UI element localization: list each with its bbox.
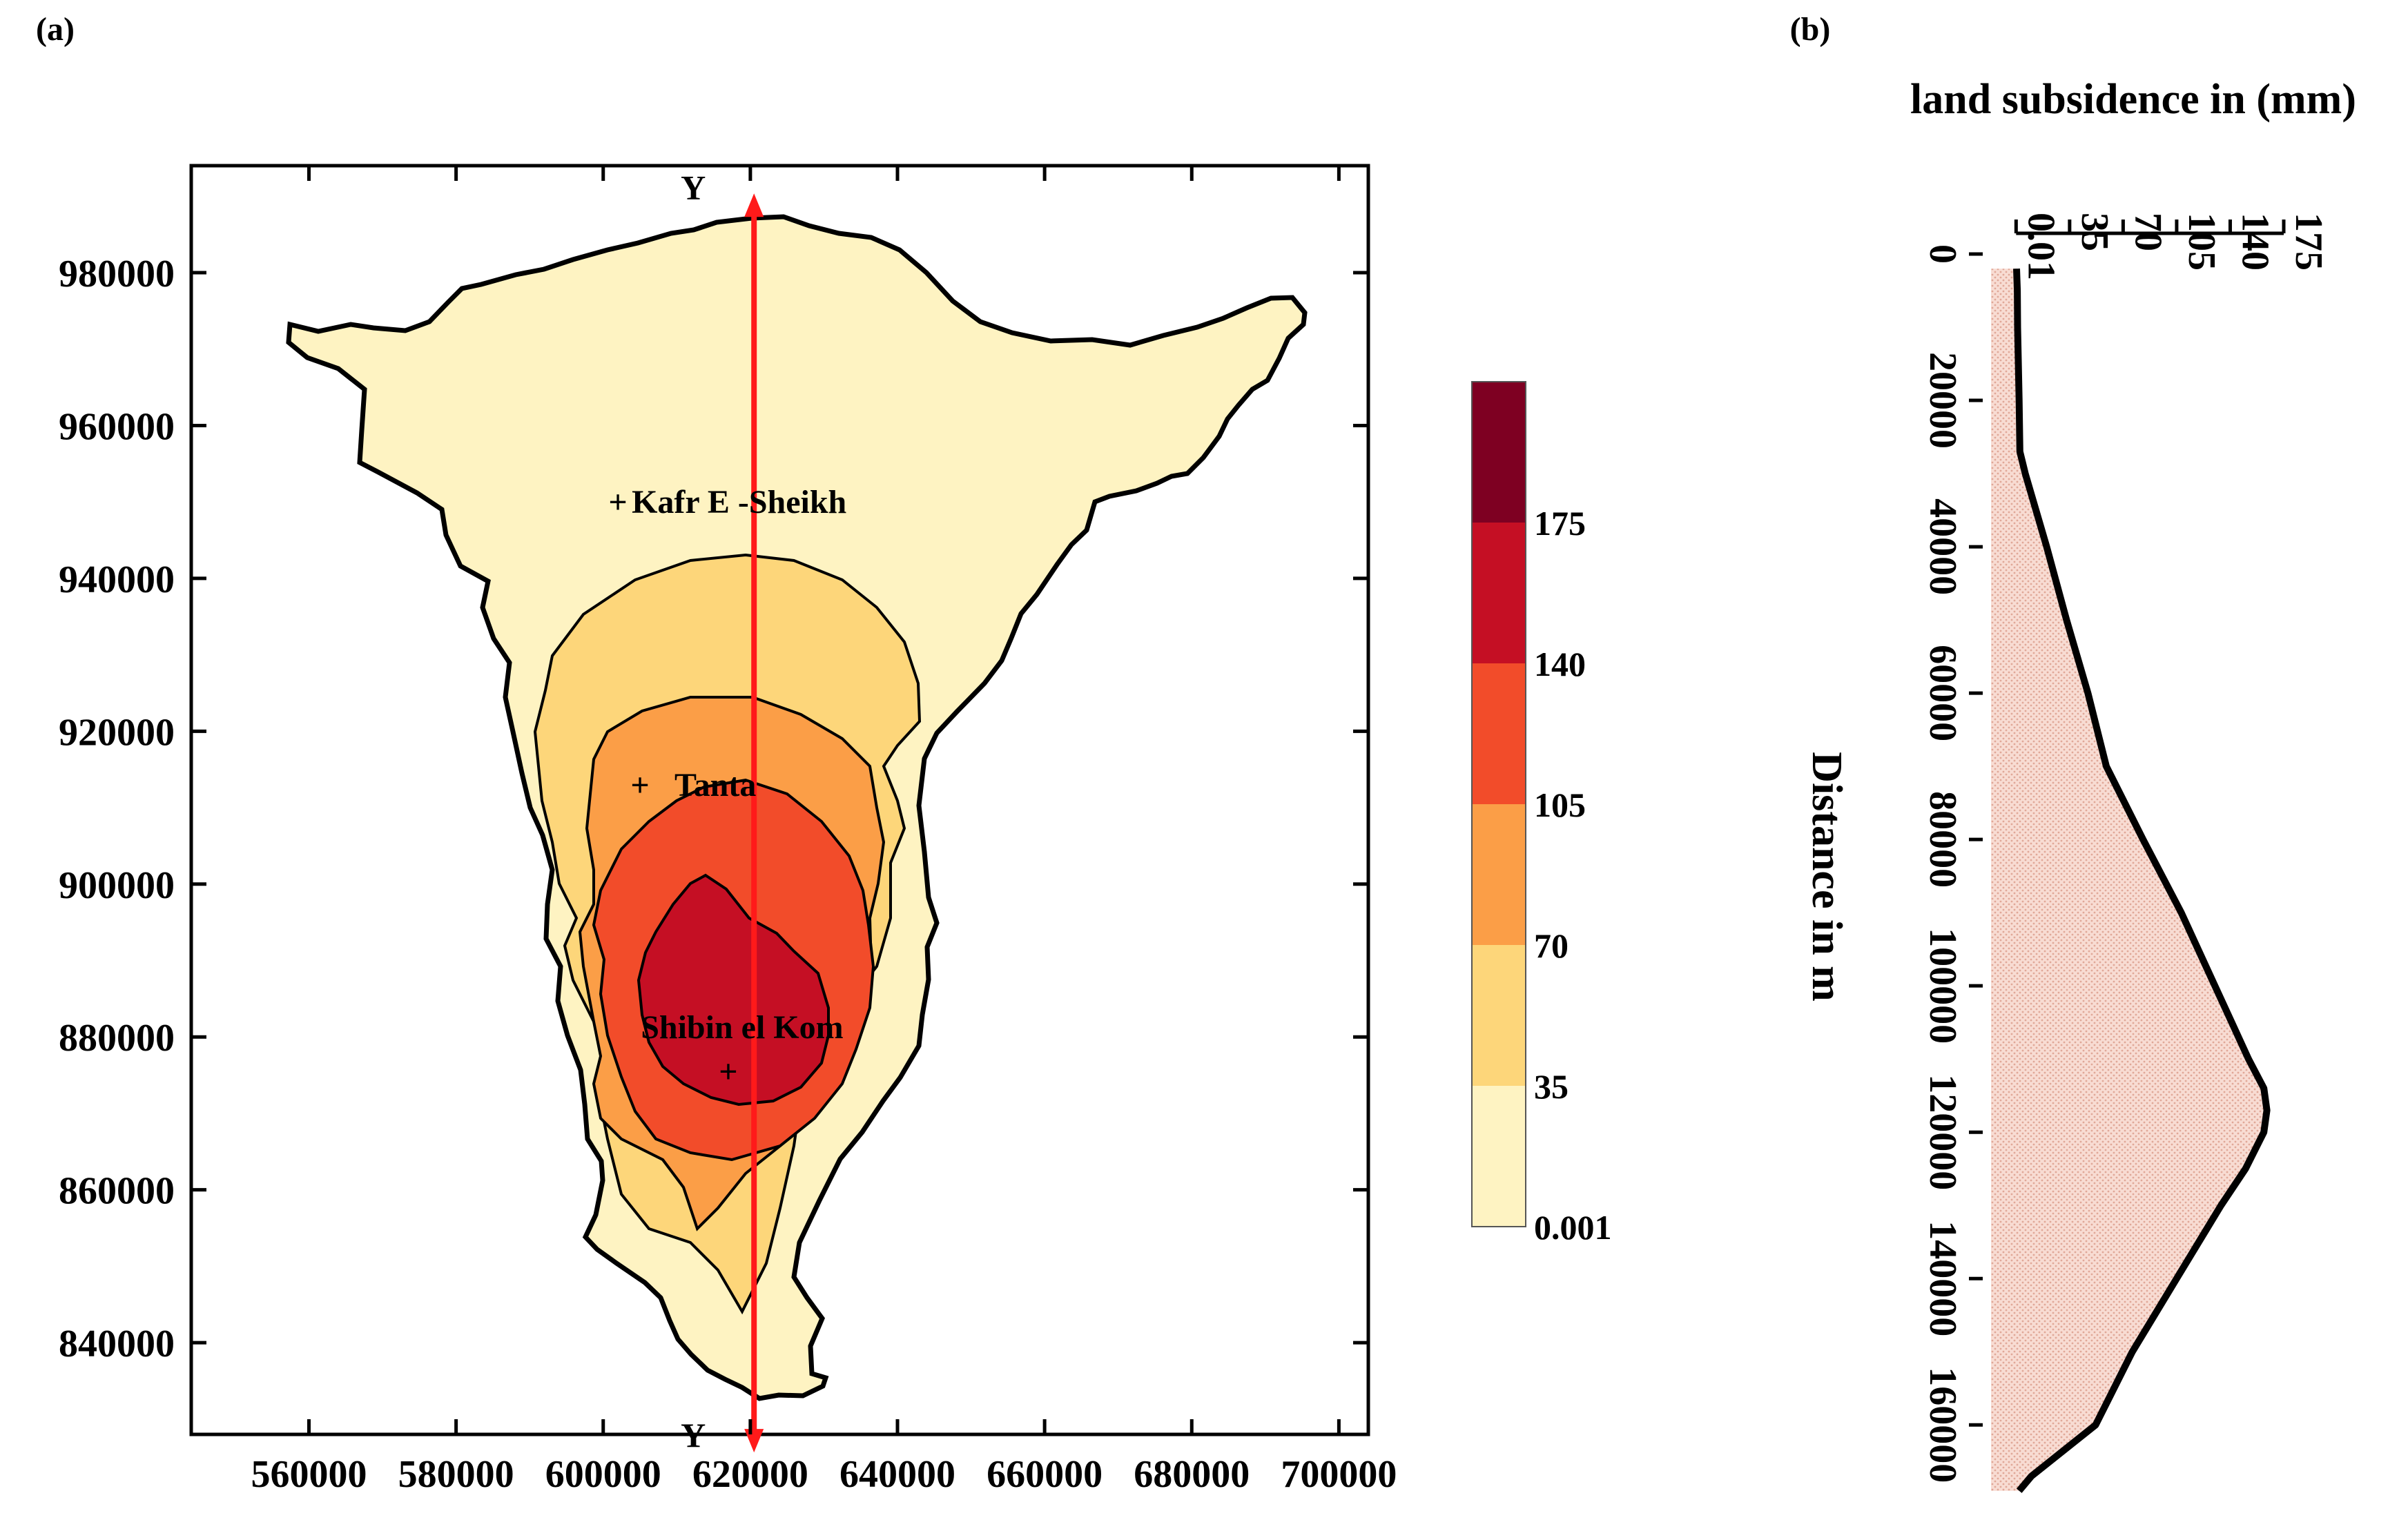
map-x-tick-label: 580000 — [398, 1453, 514, 1496]
legend-label: 0.001 — [1534, 1208, 1612, 1247]
profile-y-tick-label: 140000 — [1921, 1220, 1964, 1336]
profile-y-axis-title: Distance in m — [1803, 752, 1850, 1002]
map-x-tick-label: 620000 — [692, 1453, 808, 1496]
profile-x-tick-label: 105 — [2180, 213, 2223, 271]
profile-x-axis-title: land subsidence in (mm) — [1910, 76, 2356, 123]
legend-colorbar: 0.001 35 70 105 140 175 — [1471, 381, 1612, 1247]
map-x-tick-label: 660000 — [987, 1453, 1103, 1496]
map-x-tick-label: 640000 — [839, 1453, 955, 1496]
profile-x-tick-label: 0.01 — [2019, 213, 2062, 280]
section-label-bottom: Y — [681, 1416, 706, 1454]
section-arrow-top — [744, 193, 764, 217]
legend-label: 140 — [1534, 645, 1586, 683]
profile-y-tick-label: 80000 — [1921, 791, 1964, 888]
map-plot-frame — [189, 164, 1370, 1436]
profile-y-tick-label: 100000 — [1921, 928, 1964, 1044]
profile-x-tick-label: 70 — [2126, 213, 2169, 251]
profile-y-axis: 0 20000 40000 60000 80000 100000 120000 140000 1… — [1921, 244, 1983, 1483]
map-y-tick-label: 960000 — [59, 405, 175, 448]
profile-y-tick-label: 160000 — [1921, 1367, 1964, 1483]
map-x-tick-label: 560000 — [251, 1453, 367, 1496]
map-x-tick-label: 600000 — [545, 1453, 661, 1496]
profile-x-tick-label: 175 — [2287, 213, 2330, 271]
city-kafr-el-sheikh-marker: + — [608, 484, 627, 520]
legend-frame — [1471, 381, 1526, 1227]
map-x-axis: 560000 580000 600000 620000 640000 660000 6800… — [251, 166, 1397, 1496]
map-y-tick-label: 840000 — [59, 1323, 175, 1365]
map-y-tick-label: 880000 — [59, 1017, 175, 1060]
map-y-tick-label: 900000 — [59, 864, 175, 907]
profile-area-fill — [1991, 269, 2267, 1491]
legend-label: 175 — [1534, 504, 1586, 543]
profile-y-tick-label: 120000 — [1921, 1074, 1964, 1190]
city-tanta-label: Tanta — [674, 767, 756, 803]
profile-x-tick-label: 35 — [2073, 213, 2116, 251]
legend-swatch — [1472, 382, 1526, 523]
legend-swatch — [1472, 523, 1526, 663]
profile-x-tick-label: 140 — [2233, 213, 2276, 271]
panel-b-label: (b) — [1790, 11, 1831, 48]
city-tanta-marker: + — [630, 767, 649, 803]
map-y-tick-label: 920000 — [59, 711, 175, 754]
city-markers: + Kafr E -Sheikh + Tanta + Shibin el Kom — [608, 484, 846, 1090]
profile-line — [2013, 269, 2271, 1493]
map-x-tick-label: 680000 — [1134, 1453, 1250, 1496]
profile-y-tick-label: 40000 — [1921, 498, 1964, 595]
legend-swatch — [1472, 945, 1526, 1086]
map-x-tick-label: 700000 — [1281, 1453, 1397, 1496]
legend-swatch — [1472, 804, 1526, 945]
zone-140-to-175 — [637, 873, 830, 1107]
map-y-axis: 840000 860000 880000 900000 920000 940000 9600… — [59, 253, 1368, 1365]
legend-swatch — [1472, 1086, 1526, 1227]
profile-x-axis: 0.01 35 70 105 140 175 — [2014, 213, 2330, 280]
map-y-tick-label: 860000 — [59, 1170, 175, 1213]
legend-label: 105 — [1534, 786, 1586, 824]
profile-y-tick-label: 20000 — [1921, 352, 1964, 449]
profile-y-tick-label: 0 — [1921, 244, 1964, 264]
city-shibin-el-kom-marker: + — [719, 1053, 737, 1090]
legend-swatch — [1472, 663, 1526, 804]
map-y-tick-label: 980000 — [59, 253, 175, 295]
section-label-top: Y — [681, 168, 706, 206]
panel-a-label: (a) — [36, 11, 75, 48]
subsidence-zones — [289, 217, 1305, 1399]
legend-label: 70 — [1534, 926, 1569, 965]
profile-area-group — [1991, 269, 2271, 1493]
map-y-tick-label: 940000 — [59, 558, 175, 601]
legend-label: 35 — [1534, 1067, 1569, 1106]
profile-y-tick-label: 60000 — [1921, 645, 1964, 741]
city-kafr-el-sheikh-label: Kafr E -Sheikh — [632, 484, 846, 520]
section-arrow-bottom — [744, 1429, 764, 1453]
city-shibin-el-kom-label: Shibin el Kom — [641, 1009, 843, 1046]
